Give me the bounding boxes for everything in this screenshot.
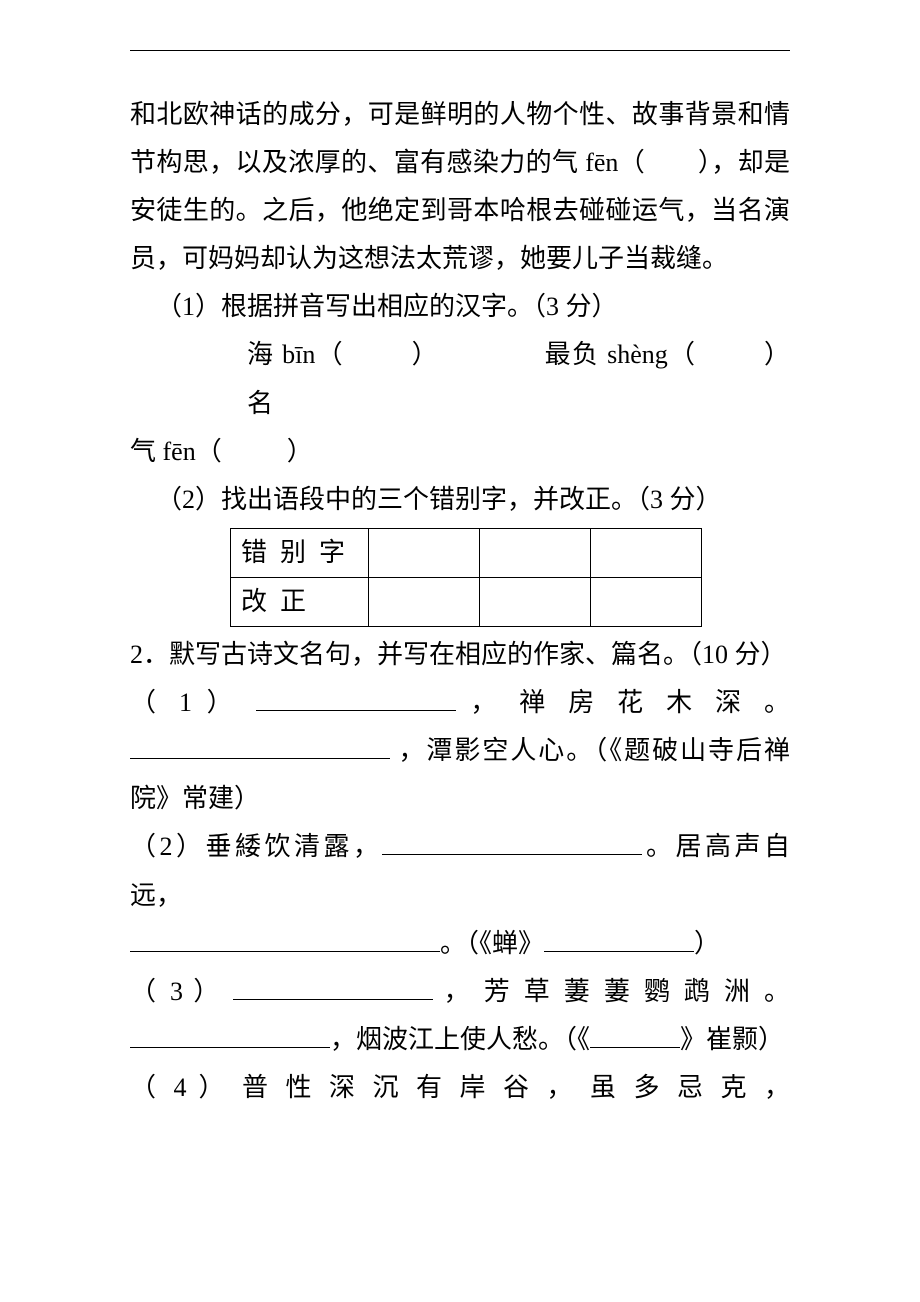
q1-1-item1-pre: 海 bīn（ xyxy=(247,340,344,369)
q2-3-seg3: 》崔颢） xyxy=(680,1025,784,1054)
q1-1-item1-blank[interactable] xyxy=(352,331,404,379)
q1-1-item1-post: ） xyxy=(412,340,439,369)
err-table-row1-header: 错别字 xyxy=(231,528,369,577)
q2-3-seg2: ，烟波江上使人愁。（《 xyxy=(330,1025,590,1054)
q2-3-num: （ 3 ） xyxy=(130,977,223,1006)
fill-blank[interactable] xyxy=(130,732,390,759)
q1-1-item3-post: ） xyxy=(287,437,313,466)
q1-1-item2-pre: 最负 shèng（ xyxy=(545,340,697,369)
fill-blank[interactable] xyxy=(382,828,642,855)
err-table-cell[interactable] xyxy=(369,528,480,577)
err-table-cell[interactable] xyxy=(591,577,702,626)
q2-2-seg2: 。（《蝉》 xyxy=(440,929,544,958)
q2-2-pre: （2）垂緌饮清露， xyxy=(130,832,382,861)
q2-3-line2: ，烟波江上使人愁。（《 》崔颢） xyxy=(130,1016,790,1064)
q2-2-line2: 。（《蝉》 ） xyxy=(130,920,790,968)
q1-1-item3-pre: 气 fēn（ xyxy=(130,437,222,466)
fill-blank[interactable] xyxy=(233,973,433,1000)
error-correction-table: 错别字 改 正 xyxy=(230,528,702,627)
q2-4-text: （ 4 ） 普 性 深 沉 有 岸 谷 ， 虽 多 忌 克 ， xyxy=(130,1073,790,1102)
err-table-row2-header: 改 正 xyxy=(231,577,369,626)
top-rule xyxy=(130,50,790,51)
q2-2-line1: （2）垂緌饮清露，。居高声自远， xyxy=(130,823,790,919)
page: 和北欧神话的成分，可是鲜明的人物个性、故事背景和情节构思，以及浓厚的、富有感染力… xyxy=(0,0,920,1302)
err-table-cell[interactable] xyxy=(480,577,591,626)
q2-3-line1: （ 3 ） ， 芳 草 萋 萋 鹦 鹉 洲 。 xyxy=(130,968,790,1016)
err-table-cell[interactable] xyxy=(591,528,702,577)
q2-1-num: （ 1 ） xyxy=(130,688,241,717)
q2-1-seg1: ， 禅 房 花 木 深 。 xyxy=(470,688,790,717)
q1-1-item3-blank[interactable] xyxy=(228,428,280,476)
err-table-cell[interactable] xyxy=(480,528,591,577)
fill-blank[interactable] xyxy=(590,1021,680,1048)
q2-1-line1: （ 1 ） ， 禅 房 花 木 深 。 xyxy=(130,679,790,727)
q1-1-prompt: （1）根据拼音写出相应的汉字。（3 分） xyxy=(130,283,790,331)
table-row: 错别字 xyxy=(231,528,702,577)
err-table-cell[interactable] xyxy=(369,577,480,626)
q1-1-items: 海 bīn（ ） 最负 shèng（ ）名 xyxy=(130,331,790,427)
q2-3-seg1: ， 芳 草 萋 萋 鹦 鹉 洲 。 xyxy=(444,977,790,1006)
fill-blank[interactable] xyxy=(256,684,456,711)
intro-paragraph: 和北欧神话的成分，可是鲜明的人物个性、故事背景和情节构思，以及浓厚的、富有感染力… xyxy=(130,91,790,283)
fill-blank[interactable] xyxy=(544,925,694,952)
q1-1-item3-line: 气 fēn（ ） xyxy=(130,428,790,476)
q2-2-seg3: ） xyxy=(694,929,720,958)
q1-1-item2-blank[interactable] xyxy=(704,331,756,379)
fill-blank[interactable] xyxy=(130,1021,330,1048)
q2-4-line: （ 4 ） 普 性 深 沉 有 岸 谷 ， 虽 多 忌 克 ， xyxy=(130,1064,790,1112)
table-row: 改 正 xyxy=(231,577,702,626)
q2-prompt: 2．默写古诗文名句，并写在相应的作家、篇名。（10 分） xyxy=(130,631,790,679)
q2-1-line2: ，潭影空人心。（《题破山寺后禅院》常建） xyxy=(130,727,790,823)
q1-2-prompt: （2）找出语段中的三个错别字，并改正。（3 分） xyxy=(130,476,790,524)
fill-blank[interactable] xyxy=(130,925,440,952)
